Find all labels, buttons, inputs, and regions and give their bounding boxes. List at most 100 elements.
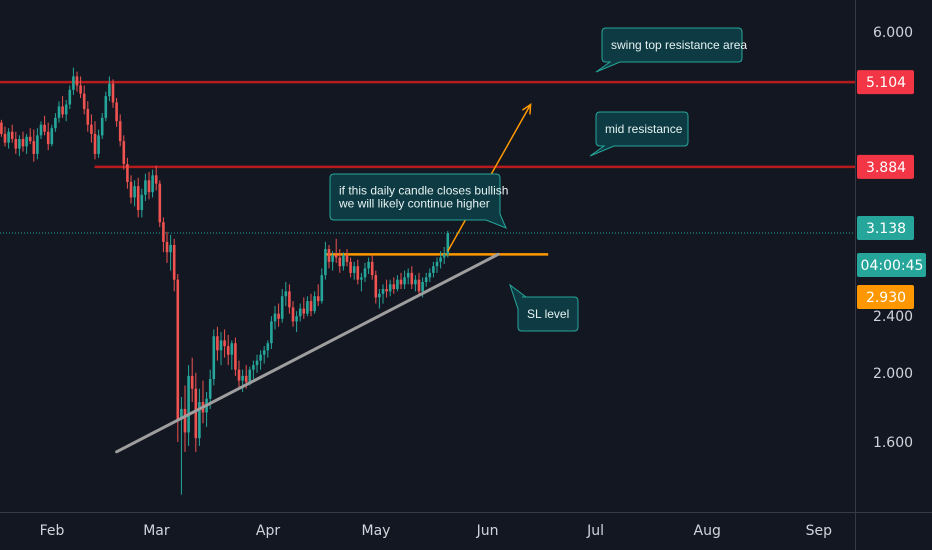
candle-body: [28, 136, 32, 142]
candle-body: [190, 375, 194, 389]
candle: [302, 297, 306, 319]
candle-body: [442, 254, 446, 258]
candle-body: [338, 257, 342, 267]
candle-body: [381, 289, 385, 294]
candle: [226, 334, 230, 366]
candle-body: [140, 194, 144, 211]
candle-body: [0, 122, 3, 134]
candle: [266, 340, 270, 358]
candle-body: [46, 131, 50, 145]
candle-body: [154, 175, 158, 184]
candle-body: [208, 379, 212, 399]
candle: [410, 266, 414, 290]
candle: [298, 303, 302, 322]
candle: [169, 234, 172, 271]
candle: [140, 188, 144, 218]
candle: [280, 289, 284, 323]
candle-body: [280, 296, 284, 319]
candle: [349, 257, 352, 278]
time-tick-label: Jun: [476, 523, 499, 539]
candle: [183, 385, 187, 452]
candle-body: [306, 301, 309, 314]
candle-body: [435, 261, 439, 267]
candle-body: [36, 135, 39, 154]
candles: [0, 67, 450, 495]
candle-body: [410, 272, 414, 285]
candle: [126, 157, 129, 189]
candle: [360, 272, 363, 292]
annotation-callout[interactable]: SL level: [509, 283, 579, 332]
candle-body: [320, 275, 324, 302]
annotation-bubble: [589, 111, 689, 157]
price-axis[interactable]: 6.000 2.400 2.000 1.600: [873, 25, 913, 451]
candle: [230, 340, 234, 370]
candle: [432, 261, 435, 278]
candle-body: [331, 255, 334, 262]
candle-body: [388, 284, 392, 292]
candle: [270, 316, 273, 349]
candle-body: [327, 249, 331, 262]
candle: [75, 71, 79, 92]
candle: [100, 113, 104, 139]
candle: [18, 135, 21, 157]
candle: [414, 275, 417, 292]
candle: [403, 270, 406, 290]
candle: [259, 350, 262, 370]
candle-body: [446, 233, 450, 255]
annotation-bubble: [595, 27, 743, 73]
candle: [385, 279, 388, 298]
candle: [97, 129, 100, 158]
candle: [428, 268, 432, 282]
annotation-text: we will likely continue higher: [338, 197, 490, 211]
price-tag: 2.930: [857, 285, 914, 309]
candle-body: [61, 106, 64, 115]
candle-body: [43, 124, 46, 132]
candle-body: [230, 343, 234, 355]
candle-body: [367, 261, 370, 269]
candle-body: [324, 249, 327, 276]
candle-body: [165, 241, 169, 253]
candle-body: [223, 340, 226, 347]
candle-body: [32, 141, 36, 154]
candle-body: [273, 313, 277, 322]
candle: [309, 293, 313, 317]
candle: [446, 230, 450, 258]
candle-body: [295, 316, 298, 322]
candle: [108, 76, 111, 102]
candle: [154, 165, 158, 191]
candle-body: [255, 360, 259, 366]
candle-body: [284, 291, 288, 297]
candle-body: [212, 336, 216, 380]
candle-body: [406, 272, 410, 278]
candle-body: [151, 175, 154, 193]
time-tick-label: Feb: [40, 523, 65, 539]
candle: [0, 119, 3, 137]
candle: [147, 172, 151, 200]
candle-body: [259, 354, 262, 361]
annotation-callout[interactable]: swing top resistance area: [595, 27, 747, 73]
annotation-callout[interactable]: mid resistance: [589, 111, 689, 157]
candle: [406, 268, 410, 285]
time-tick-label: May: [362, 523, 391, 539]
candle: [133, 180, 136, 207]
time-tick-label: Aug: [694, 523, 721, 539]
candle: [93, 121, 97, 160]
candle-body: [126, 164, 129, 182]
candle-body: [162, 222, 165, 242]
candle-body: [180, 408, 183, 420]
candle: [190, 357, 194, 403]
price-tick-label: 1.600: [873, 435, 913, 451]
candle: [424, 272, 428, 287]
time-axis[interactable]: Feb Mar Apr May Jun Jul Aug Sep: [40, 523, 833, 539]
candle-body: [25, 136, 28, 147]
candle: [136, 177, 140, 218]
candle: [50, 124, 54, 147]
candle: [381, 284, 385, 304]
candle-body: [68, 89, 72, 105]
candle-body: [399, 279, 403, 285]
candle: [14, 131, 18, 154]
candle-body: [86, 109, 90, 125]
candle: [277, 303, 280, 327]
